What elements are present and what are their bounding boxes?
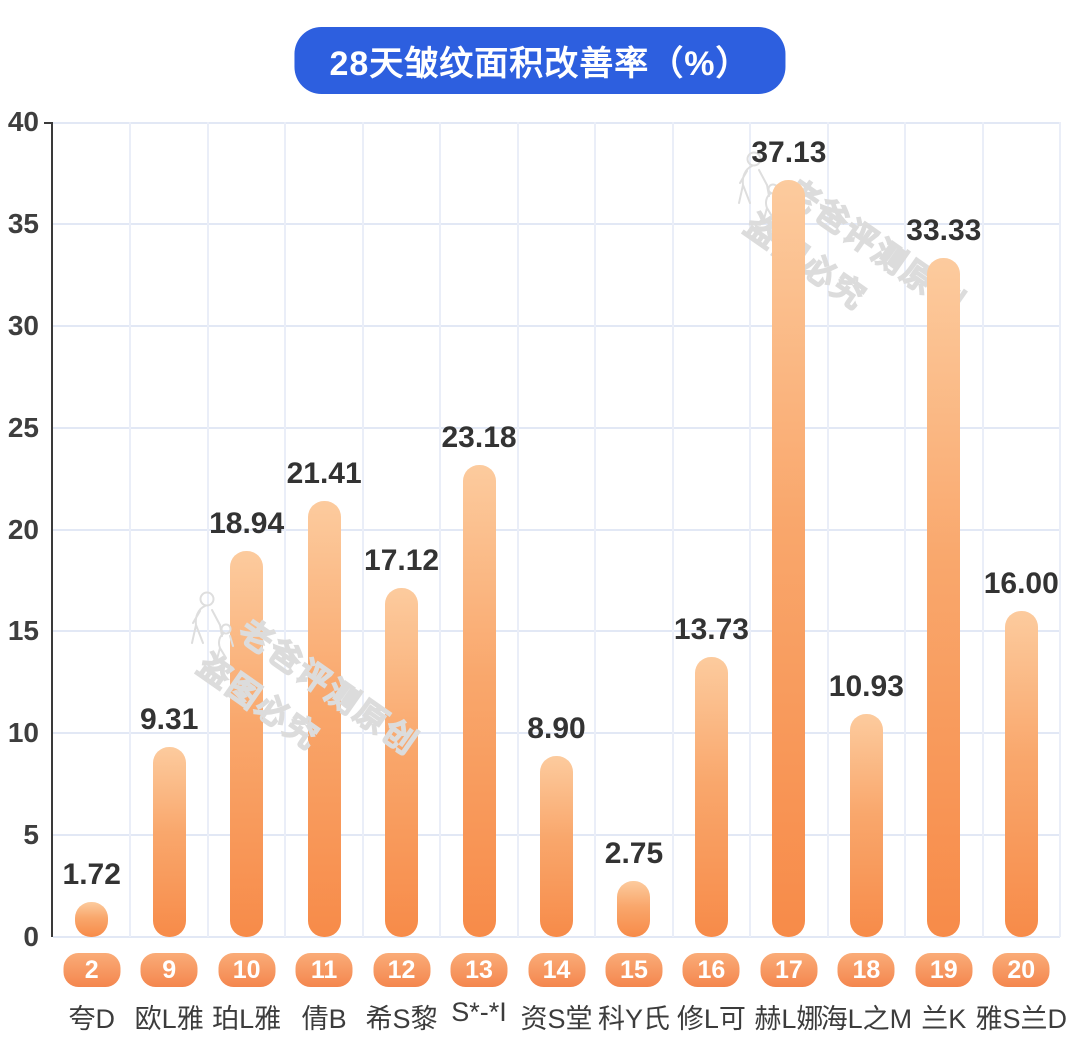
rank-badge: 13 [450, 953, 508, 987]
bar [1004, 611, 1038, 937]
rank-badge: 19 [915, 953, 973, 987]
bar [849, 714, 883, 937]
bar-value-label: 13.73 [673, 613, 749, 647]
rank-badge: 2 [63, 953, 121, 987]
v-gridline [516, 122, 519, 937]
watermark-line2: 盗图必究 [187, 641, 400, 812]
v-gridline [361, 122, 364, 937]
y-gridline [53, 630, 1060, 633]
bar-value-label: 37.13 [751, 136, 827, 170]
bar [230, 551, 264, 937]
y-gridline [53, 222, 1060, 225]
y-tick-label: 0 [23, 921, 39, 952]
brand-label: 夸D [68, 1004, 115, 1034]
rank-badge: 16 [682, 953, 740, 987]
v-gridline [129, 122, 132, 937]
bar-value-label: 21.41 [286, 456, 362, 490]
bar-value-label: 16.00 [983, 567, 1059, 600]
bar-value-label: 33.33 [906, 213, 982, 247]
v-gridline [981, 122, 984, 937]
y-gridline [53, 324, 1060, 327]
bar [462, 464, 496, 937]
y-tick-label: 30 [7, 309, 39, 341]
bar [307, 500, 341, 937]
rank-badge: 12 [373, 953, 431, 987]
brand-label: 赫L娜 [754, 1004, 824, 1034]
y-tick-label: 40 [7, 106, 39, 137]
bar-value-label: 23.18 [441, 420, 517, 454]
bar [617, 880, 651, 937]
v-gridline [671, 122, 674, 937]
bar-value-label: 18.94 [209, 507, 285, 541]
v-gridline [1059, 122, 1061, 937]
v-gridline [904, 122, 907, 937]
v-gridline [439, 122, 442, 937]
y-gridline [53, 528, 1060, 531]
rank-badge: 20 [992, 953, 1050, 987]
rank-badge: 17 [760, 953, 818, 987]
brand-label: S*-*I [451, 997, 507, 1027]
brand-label: 海L之M [820, 1004, 913, 1034]
y-tick-label: 25 [7, 411, 39, 443]
brand-label: 修L可 [676, 1004, 746, 1034]
v-gridline [284, 122, 287, 937]
y-tick-label: 35 [7, 207, 39, 239]
rank-badge: 18 [837, 953, 895, 987]
y-gridline [53, 122, 1060, 124]
brand-label: 雅S兰D [975, 1004, 1068, 1034]
y-axis-top-tick [44, 122, 52, 124]
bar-value-label: 2.75 [604, 836, 664, 870]
brand-label: 资S堂 [520, 1004, 593, 1034]
rank-badge: 14 [528, 953, 585, 987]
bar-value-label: 1.72 [62, 857, 121, 891]
y-axis-line [51, 122, 53, 937]
chart-title: 28天皱纹面积改善率（%） [294, 27, 786, 94]
y-tick-label: 5 [23, 819, 39, 851]
rank-badge: 10 [218, 953, 276, 987]
plot-area: 0 5 10 15 20 25 30 35 40 1.72 9.31 18.94 21.41 17.12… [8, 106, 1067, 1034]
bar [152, 747, 186, 937]
brand-label: 欧L雅 [134, 1004, 204, 1034]
v-gridline [826, 122, 829, 937]
brand-label: 希S黎 [365, 1004, 438, 1034]
bar-value-label: 10.93 [828, 670, 904, 704]
v-gridline [206, 122, 209, 937]
y-tick-label: 15 [7, 615, 39, 647]
bar [772, 180, 806, 937]
y-tick-label: 20 [7, 513, 39, 545]
y-gridline [53, 936, 1060, 938]
bar [694, 657, 728, 937]
bar [927, 257, 961, 937]
bar [540, 755, 573, 937]
y-tick-label: 10 [7, 717, 39, 749]
rank-badge: 9 [140, 953, 198, 987]
bar-value-label: 17.12 [364, 544, 440, 578]
brand-label: 珀L雅 [212, 1004, 282, 1034]
y-gridline [53, 426, 1060, 429]
bar-value-label: 9.31 [139, 703, 199, 737]
brand-label: 兰K [921, 1004, 967, 1034]
rank-badge: 11 [295, 953, 353, 987]
bar [385, 588, 419, 937]
brand-label: 科Y氏 [597, 1004, 670, 1034]
brand-label: 倩B [301, 1004, 347, 1034]
rank-badge: 15 [605, 953, 663, 987]
v-gridline [749, 122, 752, 937]
bar [75, 901, 109, 937]
bar-value-label: 8.90 [527, 711, 586, 745]
v-gridline [594, 122, 597, 937]
y-gridline [53, 732, 1060, 735]
